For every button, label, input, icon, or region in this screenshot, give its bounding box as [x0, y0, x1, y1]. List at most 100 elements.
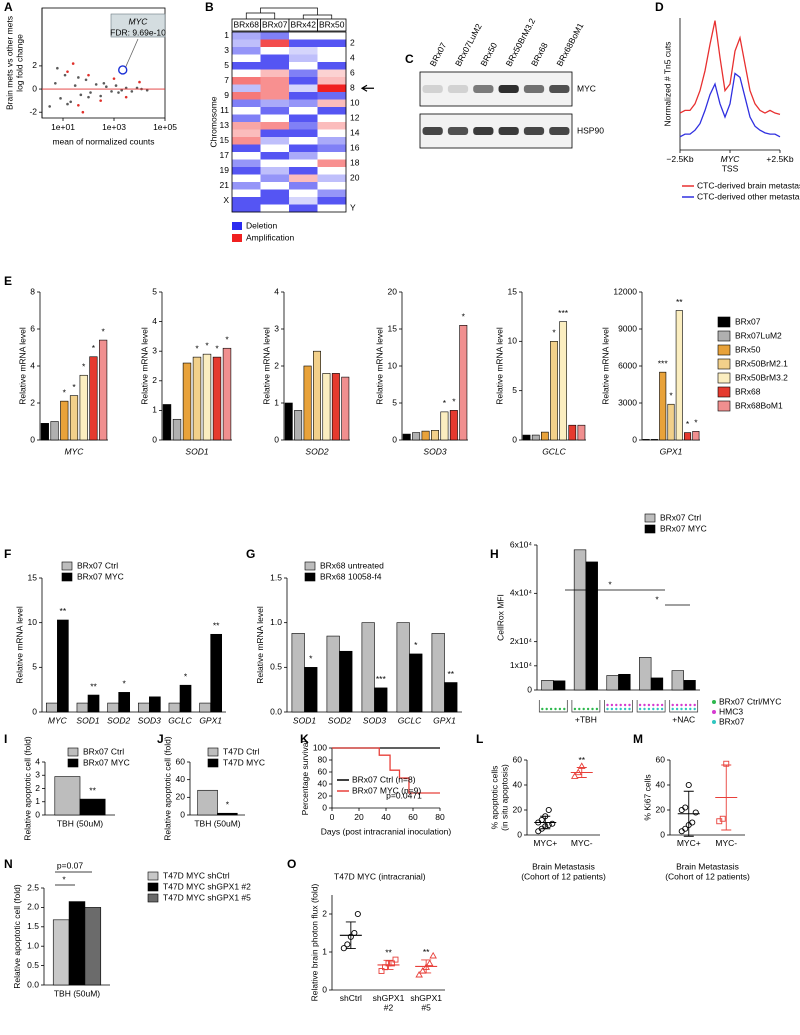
- cell-icon: [573, 707, 577, 711]
- heatmap-cell: [260, 84, 290, 93]
- panel-label: G: [246, 547, 255, 561]
- heatmap-cell: [232, 152, 261, 160]
- row-label: 4: [350, 53, 355, 63]
- cell-icon: [610, 703, 614, 707]
- legend-swatch: [207, 747, 219, 757]
- heatmap-cell: [289, 39, 318, 48]
- heatmap-cell: [317, 122, 347, 130]
- x-tick-label: 1e+01: [51, 122, 75, 132]
- significance: **: [447, 669, 454, 679]
- cell-icon: [689, 703, 692, 707]
- y-tick-label: 1: [322, 946, 327, 956]
- bar: [531, 434, 540, 441]
- annotation: MYC: [129, 16, 149, 26]
- panel-label: D: [655, 0, 664, 14]
- y-tick-label: 100: [313, 742, 327, 752]
- heatmap-cell: [232, 197, 261, 205]
- x-axis-label: MYC: [65, 446, 85, 456]
- significance: *: [215, 343, 219, 353]
- x-axis-label: mean of normalized counts: [52, 136, 154, 146]
- cell-icon: [693, 707, 696, 711]
- x-tick-label: TBH (50uM): [194, 818, 240, 828]
- legend-swatch: [717, 386, 731, 398]
- y-axis-label: Relative mRNA level: [600, 327, 610, 405]
- heatmap-cell: [289, 129, 318, 138]
- heatmap-cell: [232, 159, 261, 168]
- legend-label: T47D MYC shGPX1 #5: [163, 892, 251, 902]
- x-tick-label: shGPX1 #2: [373, 993, 405, 1012]
- y-axis-label: Relative mRNA level: [255, 606, 265, 684]
- y-tick-label: 40: [318, 778, 328, 788]
- y-tick-label: 2: [35, 783, 40, 793]
- heatmap-cell: [289, 54, 318, 63]
- significance: **: [423, 947, 430, 957]
- y-tick-label: 20: [513, 804, 523, 814]
- cell-icon: [541, 707, 544, 711]
- lane-label: BRx50: [478, 41, 499, 68]
- bar: [69, 395, 79, 441]
- legend-swatch: [717, 400, 731, 412]
- bar: [179, 684, 192, 713]
- cell-icon: [671, 703, 674, 707]
- cell-icon: [545, 707, 548, 711]
- cell-icon: [660, 703, 664, 707]
- panel-label: E: [4, 274, 12, 288]
- lane-label: BRx68BoM1: [554, 21, 585, 68]
- significance: *: [184, 671, 188, 681]
- x-tick-label: 40: [381, 812, 391, 822]
- y-tick-label: 0.0: [270, 706, 282, 716]
- label-line: MYC: [721, 154, 741, 164]
- heatmap-cell: [317, 144, 347, 153]
- heatmap-cell: [289, 159, 318, 168]
- annotation: p=0.07: [57, 860, 84, 870]
- x-axis-label: (Cohort of 12 patients): [665, 871, 750, 881]
- point: [102, 81, 106, 85]
- legend-swatch: [712, 720, 716, 724]
- panel-label: F: [4, 547, 11, 561]
- legend-label: BRx07 MYC (n=9): [352, 785, 421, 795]
- heatmap-cell: [260, 32, 290, 40]
- point: [79, 93, 83, 97]
- heatmap-cell: [289, 69, 318, 78]
- y-tick-label: 10: [508, 336, 518, 346]
- legend-label: T47D MYC: [223, 757, 265, 767]
- legend-swatch: [67, 747, 79, 757]
- x-tick-label: MYC+: [677, 838, 701, 848]
- y-tick-label: 3: [35, 770, 40, 780]
- y-tick-label: 0: [660, 829, 665, 839]
- legend-label: BRx50BrM3.2: [735, 372, 788, 382]
- x-axis-label: GCLC: [542, 446, 566, 456]
- heatmap-cell: [232, 62, 261, 70]
- bar: [606, 675, 619, 691]
- significance: *: [462, 312, 466, 322]
- label-line: #2: [384, 1003, 394, 1013]
- point: [429, 951, 437, 959]
- x-tick-label: MYC TSS: [721, 154, 741, 173]
- point: [685, 781, 692, 789]
- bar: [421, 430, 430, 441]
- cell-icon: [628, 707, 631, 711]
- significance: *: [63, 387, 67, 397]
- point: [66, 102, 69, 106]
- label-line: shGPX1: [410, 993, 442, 1003]
- heatmap-cell: [289, 99, 318, 108]
- bar: [79, 374, 88, 441]
- heatmap-cell: [260, 197, 290, 205]
- panel-label: H: [490, 547, 499, 561]
- y-tick-label: 40: [656, 779, 666, 789]
- heatmap-cell: [232, 167, 261, 175]
- x-axis-label: Days (post intracranial inoculation): [321, 826, 452, 836]
- y-tick-label: 8: [30, 286, 35, 296]
- bar: [284, 402, 293, 441]
- point: [117, 91, 120, 94]
- cell-icon: [660, 707, 664, 711]
- y-tick-label: 5: [392, 397, 397, 407]
- row-label: 19: [220, 165, 230, 175]
- legend-label: BRx68 10058-f4: [320, 571, 382, 581]
- point: [114, 84, 118, 87]
- significance: **: [213, 621, 220, 631]
- significance: *: [123, 679, 127, 689]
- y-tick-label: 2.0: [27, 902, 39, 912]
- annotation: *: [655, 594, 659, 604]
